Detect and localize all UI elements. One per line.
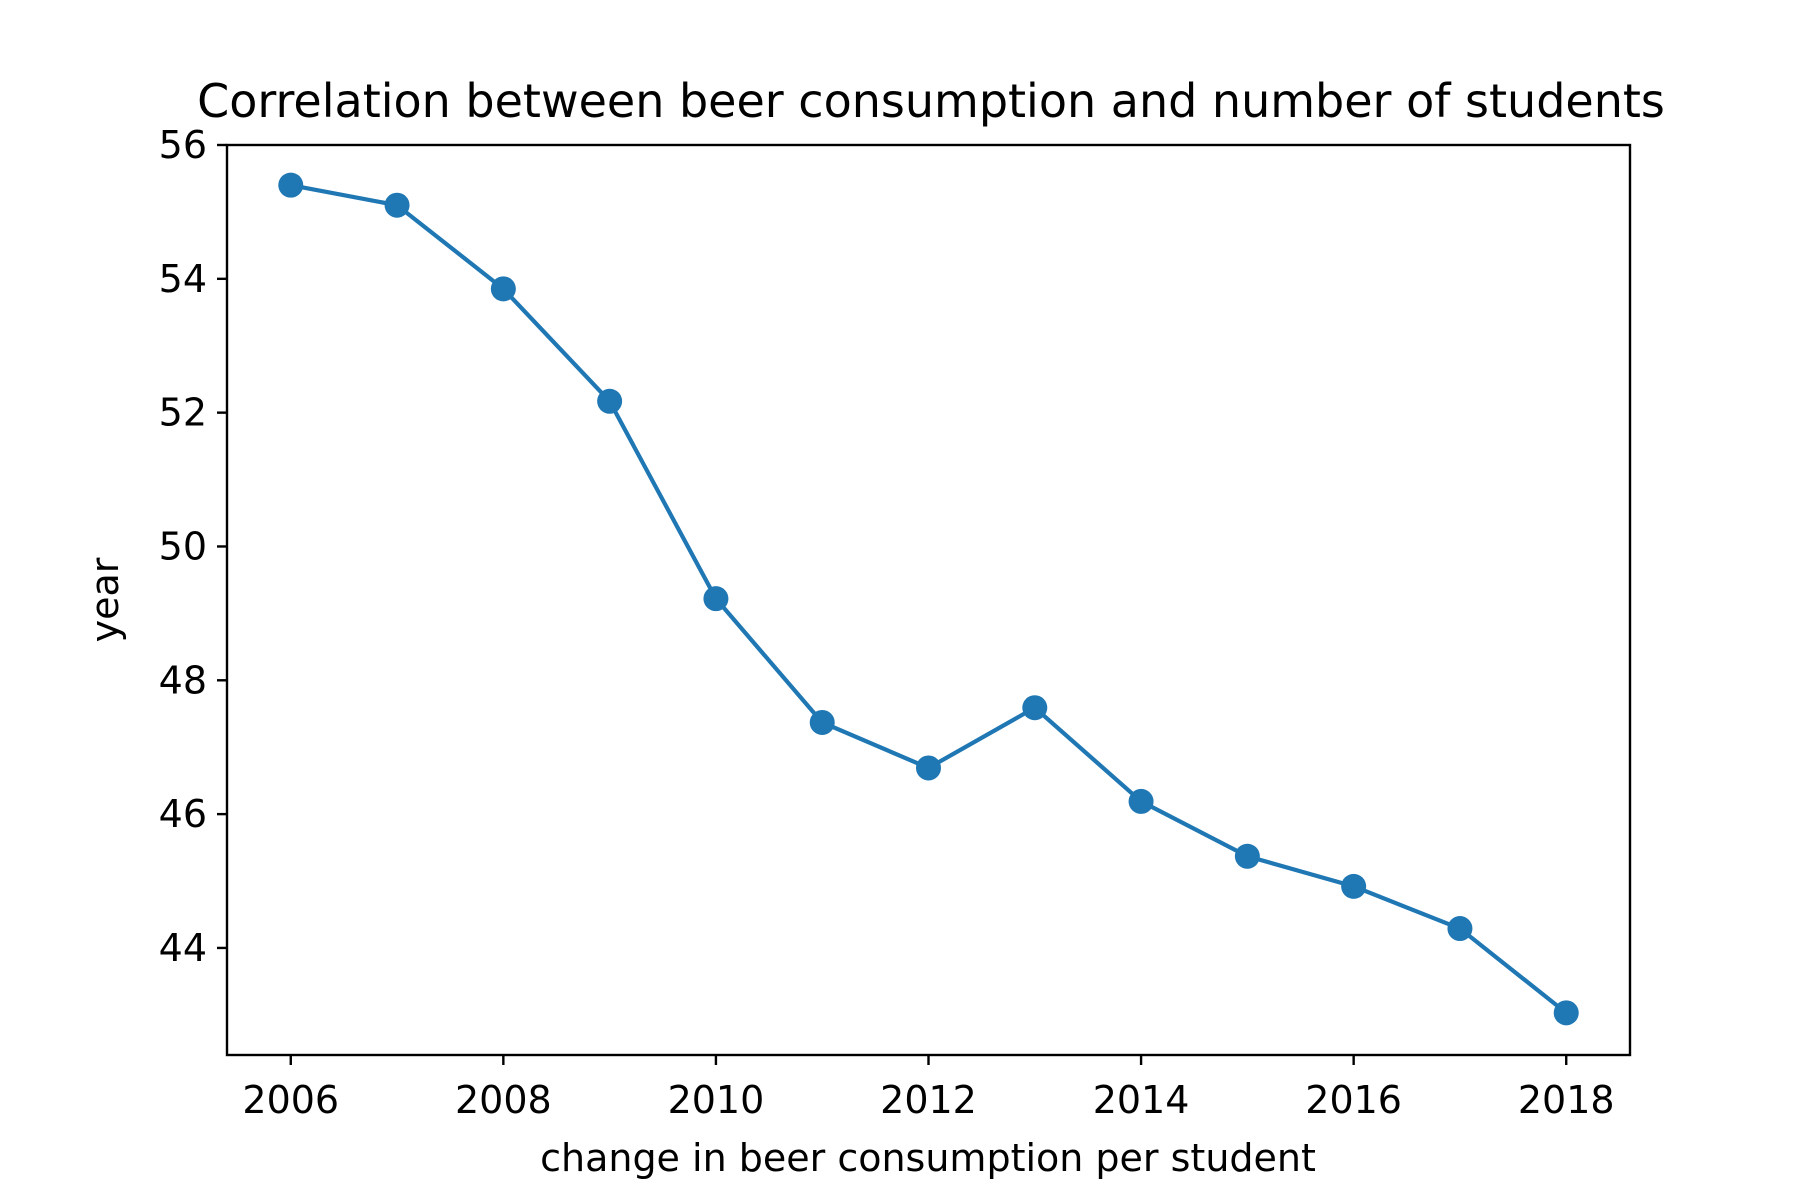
data-point <box>384 192 410 218</box>
x-tick-label: 2014 <box>1093 1078 1190 1122</box>
y-tick-label: 50 <box>159 524 207 568</box>
x-tick-label: 2012 <box>880 1078 977 1122</box>
data-point <box>1447 916 1473 942</box>
x-axis-label: change in beer consumption per student <box>540 1136 1316 1180</box>
x-tick-label: 2010 <box>668 1078 765 1122</box>
y-tick-label: 46 <box>159 792 207 836</box>
y-axis-label: year <box>83 557 127 642</box>
y-tick-label: 44 <box>159 926 207 970</box>
y-axis-ticks: 44 46 48 50 52 54 56 <box>159 123 227 970</box>
y-tick-label: 52 <box>159 391 207 435</box>
data-point <box>490 276 516 302</box>
chart-title: Correlation between beer consumption and… <box>197 74 1665 128</box>
data-point <box>278 172 304 198</box>
x-axis-ticks: 2006 2008 2010 2012 2014 2016 2018 <box>242 1055 1615 1122</box>
y-tick-label: 54 <box>159 257 207 301</box>
x-tick-label: 2016 <box>1305 1078 1402 1122</box>
data-point <box>703 586 729 612</box>
y-tick-label: 48 <box>159 658 207 702</box>
y-tick-label: 56 <box>159 123 207 167</box>
plot-frame <box>225 143 1632 1057</box>
x-tick-label: 2018 <box>1518 1078 1615 1122</box>
data-point <box>916 755 941 781</box>
data-point <box>1553 1000 1579 1026</box>
data-point <box>809 709 835 735</box>
data-point <box>1128 788 1154 814</box>
data-point <box>597 388 623 414</box>
x-tick-label: 2006 <box>242 1078 339 1122</box>
data-point <box>1341 873 1367 899</box>
data-point <box>1234 843 1260 869</box>
data-point <box>1022 695 1048 721</box>
x-tick-label: 2008 <box>455 1078 552 1122</box>
series-group <box>278 172 1579 1026</box>
